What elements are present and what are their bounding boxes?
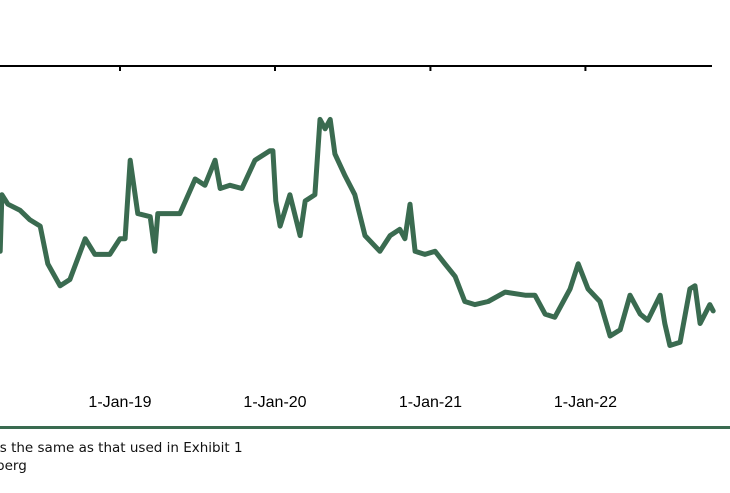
x-tick-label: 1-Jan-21 [399, 394, 462, 411]
line-chart: 1-Jan-19 1-Jan-20 1-Jan-21 1-Jan-22 [0, 65, 716, 411]
x-tick-label: 1-Jan-19 [88, 394, 151, 411]
source-note: berg [0, 458, 27, 474]
footer-rule [0, 426, 730, 429]
x-tick-label: 1-Jan-20 [243, 394, 306, 411]
footnote: is the same as that used in Exhibit 1 [0, 440, 243, 456]
series-line [0, 116, 716, 348]
x-tick-label: 1-Jan-22 [554, 394, 617, 411]
